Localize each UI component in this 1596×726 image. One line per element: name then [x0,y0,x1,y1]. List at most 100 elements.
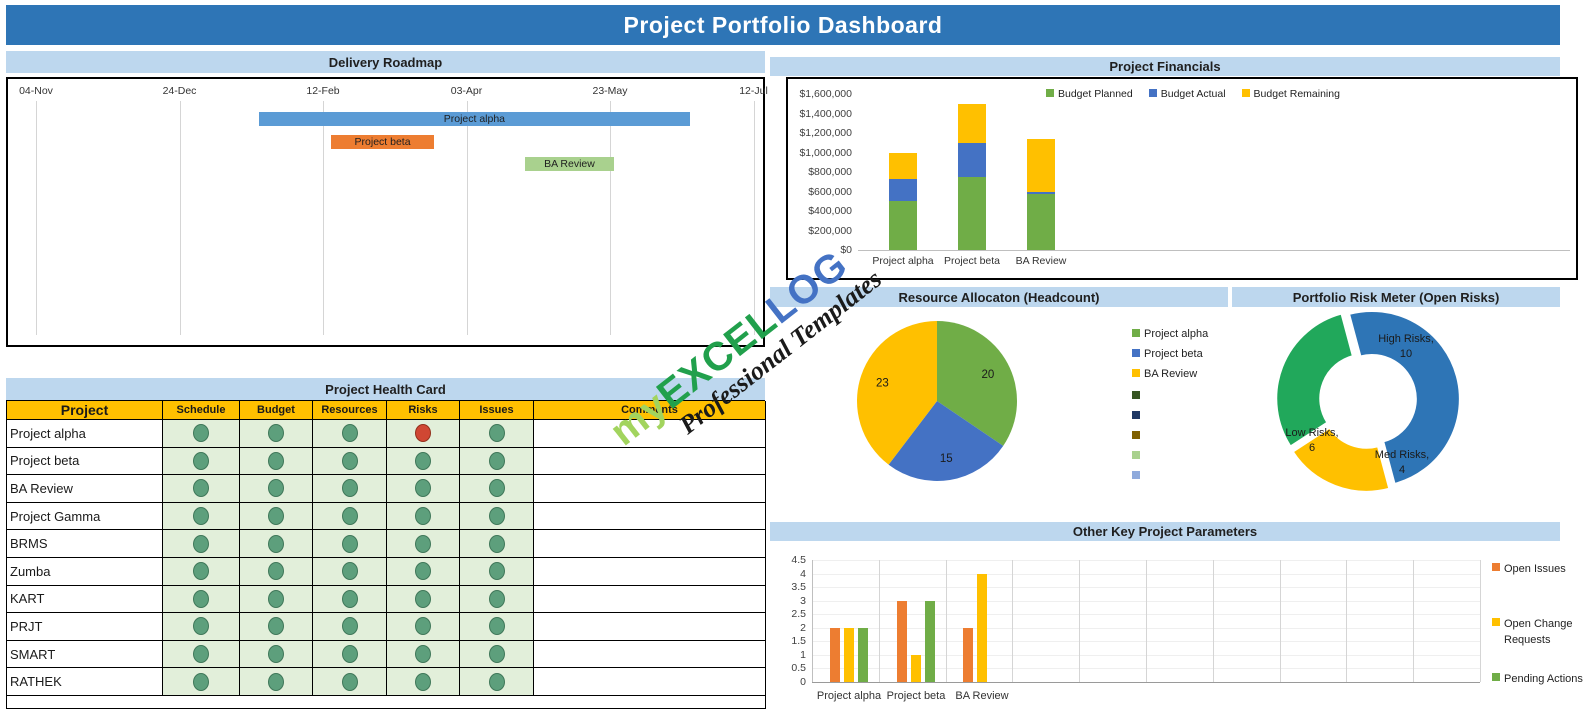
financials-chart[interactable]: $1,600,000 $1,400,000 $1,200,000 $1,000,000… [786,77,1578,280]
status-cell-schedule[interactable] [163,668,240,696]
comments-cell[interactable] [534,447,766,476]
gantt-bar-project-beta[interactable]: Project beta [330,135,435,149]
pie-slice-project-beta[interactable] [888,401,1004,481]
project-name-cell[interactable]: Project alpha [7,420,163,448]
status-cell-budget[interactable] [240,502,313,531]
status-cell-budget[interactable] [240,530,313,558]
pie-slice-project-alpha[interactable] [937,321,1017,446]
project-name-cell[interactable]: PRJT [7,613,163,641]
status-cell-risks[interactable] [387,613,460,641]
status-cell-issues[interactable] [460,668,534,696]
fin-bar-segment[interactable] [1027,193,1055,250]
fin-bar-segment[interactable] [889,152,917,179]
status-cell-resources[interactable] [313,613,387,641]
params-bar[interactable] [911,654,921,682]
status-cell-schedule[interactable] [163,420,240,448]
project-name-cell[interactable]: BA Review [7,475,163,503]
fin-bar-segment[interactable] [1027,139,1055,193]
status-cell-resources[interactable] [313,640,387,669]
params-bar[interactable] [963,627,973,682]
comments-cell[interactable] [534,613,766,641]
status-cell-budget[interactable] [240,668,313,696]
status-cell-risks[interactable] [387,447,460,476]
fin-bar-segment[interactable] [889,201,917,250]
status-cell-risks[interactable] [387,557,460,586]
donut-slice-med-risks[interactable] [1291,426,1391,493]
status-cell-budget[interactable] [240,613,313,641]
project-name-cell[interactable]: KART [7,585,163,614]
delivery-roadmap-chart[interactable]: 04-Nov 24-Dec 12-Feb 03-Apr 23-May 12-Jul Proj… [6,77,768,347]
status-cell-issues[interactable] [460,613,534,641]
status-cell-issues[interactable] [460,502,534,531]
status-cell-schedule[interactable] [163,502,240,531]
status-cell-resources[interactable] [313,447,387,476]
gantt-bar-ba-review[interactable]: BA Review [525,157,614,171]
fin-bar-segment[interactable] [958,176,986,250]
status-cell-budget[interactable] [240,557,313,586]
comments-cell[interactable] [534,530,766,558]
params-bar[interactable] [925,600,935,682]
params-bar[interactable] [977,573,987,682]
status-cell-risks[interactable] [387,640,460,669]
status-cell-schedule[interactable] [163,585,240,614]
params-bar[interactable] [858,627,868,682]
status-cell-risks[interactable] [387,502,460,531]
fin-bar-segment[interactable] [958,142,986,177]
params-bar[interactable] [844,627,854,682]
status-cell-issues[interactable] [460,585,534,614]
status-cell-issues[interactable] [460,420,534,448]
risk-donut-chart[interactable]: High Risks, 10 Med Risks, 4 Low Risks, 6 [1268,302,1468,502]
resource-pie-chart[interactable]: 20 15 23 [854,318,1020,484]
status-cell-budget[interactable] [240,585,313,614]
project-name-cell[interactable]: Project beta [7,447,163,476]
status-cell-resources[interactable] [313,420,387,448]
status-cell-schedule[interactable] [163,557,240,586]
status-cell-budget[interactable] [240,640,313,669]
comments-cell[interactable] [534,640,766,669]
status-cell-schedule[interactable] [163,447,240,476]
status-cell-budget[interactable] [240,420,313,448]
status-cell-risks[interactable] [387,420,460,448]
params-bar[interactable] [897,600,907,682]
project-name-cell[interactable]: Project Gamma [7,502,163,531]
status-cell-resources[interactable] [313,668,387,696]
status-cell-issues[interactable] [460,640,534,669]
comments-cell[interactable] [534,557,766,586]
fin-bar-segment[interactable] [889,178,917,202]
status-cell-risks[interactable] [387,585,460,614]
comments-cell[interactable] [534,420,766,448]
status-cell-resources[interactable] [313,585,387,614]
status-cell-schedule[interactable] [163,640,240,669]
status-cell-resources[interactable] [313,502,387,531]
project-name-cell[interactable]: Zumba [7,557,163,586]
comments-cell[interactable] [534,475,766,503]
status-cell-resources[interactable] [313,530,387,558]
comments-cell[interactable] [534,668,766,696]
status-cell-issues[interactable] [460,557,534,586]
project-name-cell[interactable]: RATHEK [7,668,163,696]
status-cell-schedule[interactable] [163,530,240,558]
status-cell-issues[interactable] [460,475,534,503]
pie-slice-ba-review[interactable] [857,321,937,465]
status-cell-budget[interactable] [240,475,313,503]
status-cell-budget[interactable] [240,447,313,476]
status-cell-schedule[interactable] [163,475,240,503]
fin-bar-segment[interactable] [958,103,986,143]
gantt-bar-project-alpha[interactable]: Project alpha [259,112,690,126]
status-cell-resources[interactable] [313,557,387,586]
params-bar[interactable] [830,627,840,682]
status-cell-issues[interactable] [460,530,534,558]
donut-slice-low-risks[interactable] [1275,312,1355,448]
status-cell-risks[interactable] [387,668,460,696]
status-cell-schedule[interactable] [163,613,240,641]
status-cell-risks[interactable] [387,475,460,503]
donut-slice-high-risks[interactable] [1347,309,1461,486]
fin-bar-segment[interactable] [1027,192,1055,194]
comments-cell[interactable] [534,585,766,614]
status-cell-issues[interactable] [460,447,534,476]
project-name-cell[interactable]: SMART [7,640,163,669]
comments-cell[interactable] [534,502,766,531]
status-cell-resources[interactable] [313,475,387,503]
status-cell-risks[interactable] [387,530,460,558]
project-name-cell[interactable]: BRMS [7,530,163,558]
